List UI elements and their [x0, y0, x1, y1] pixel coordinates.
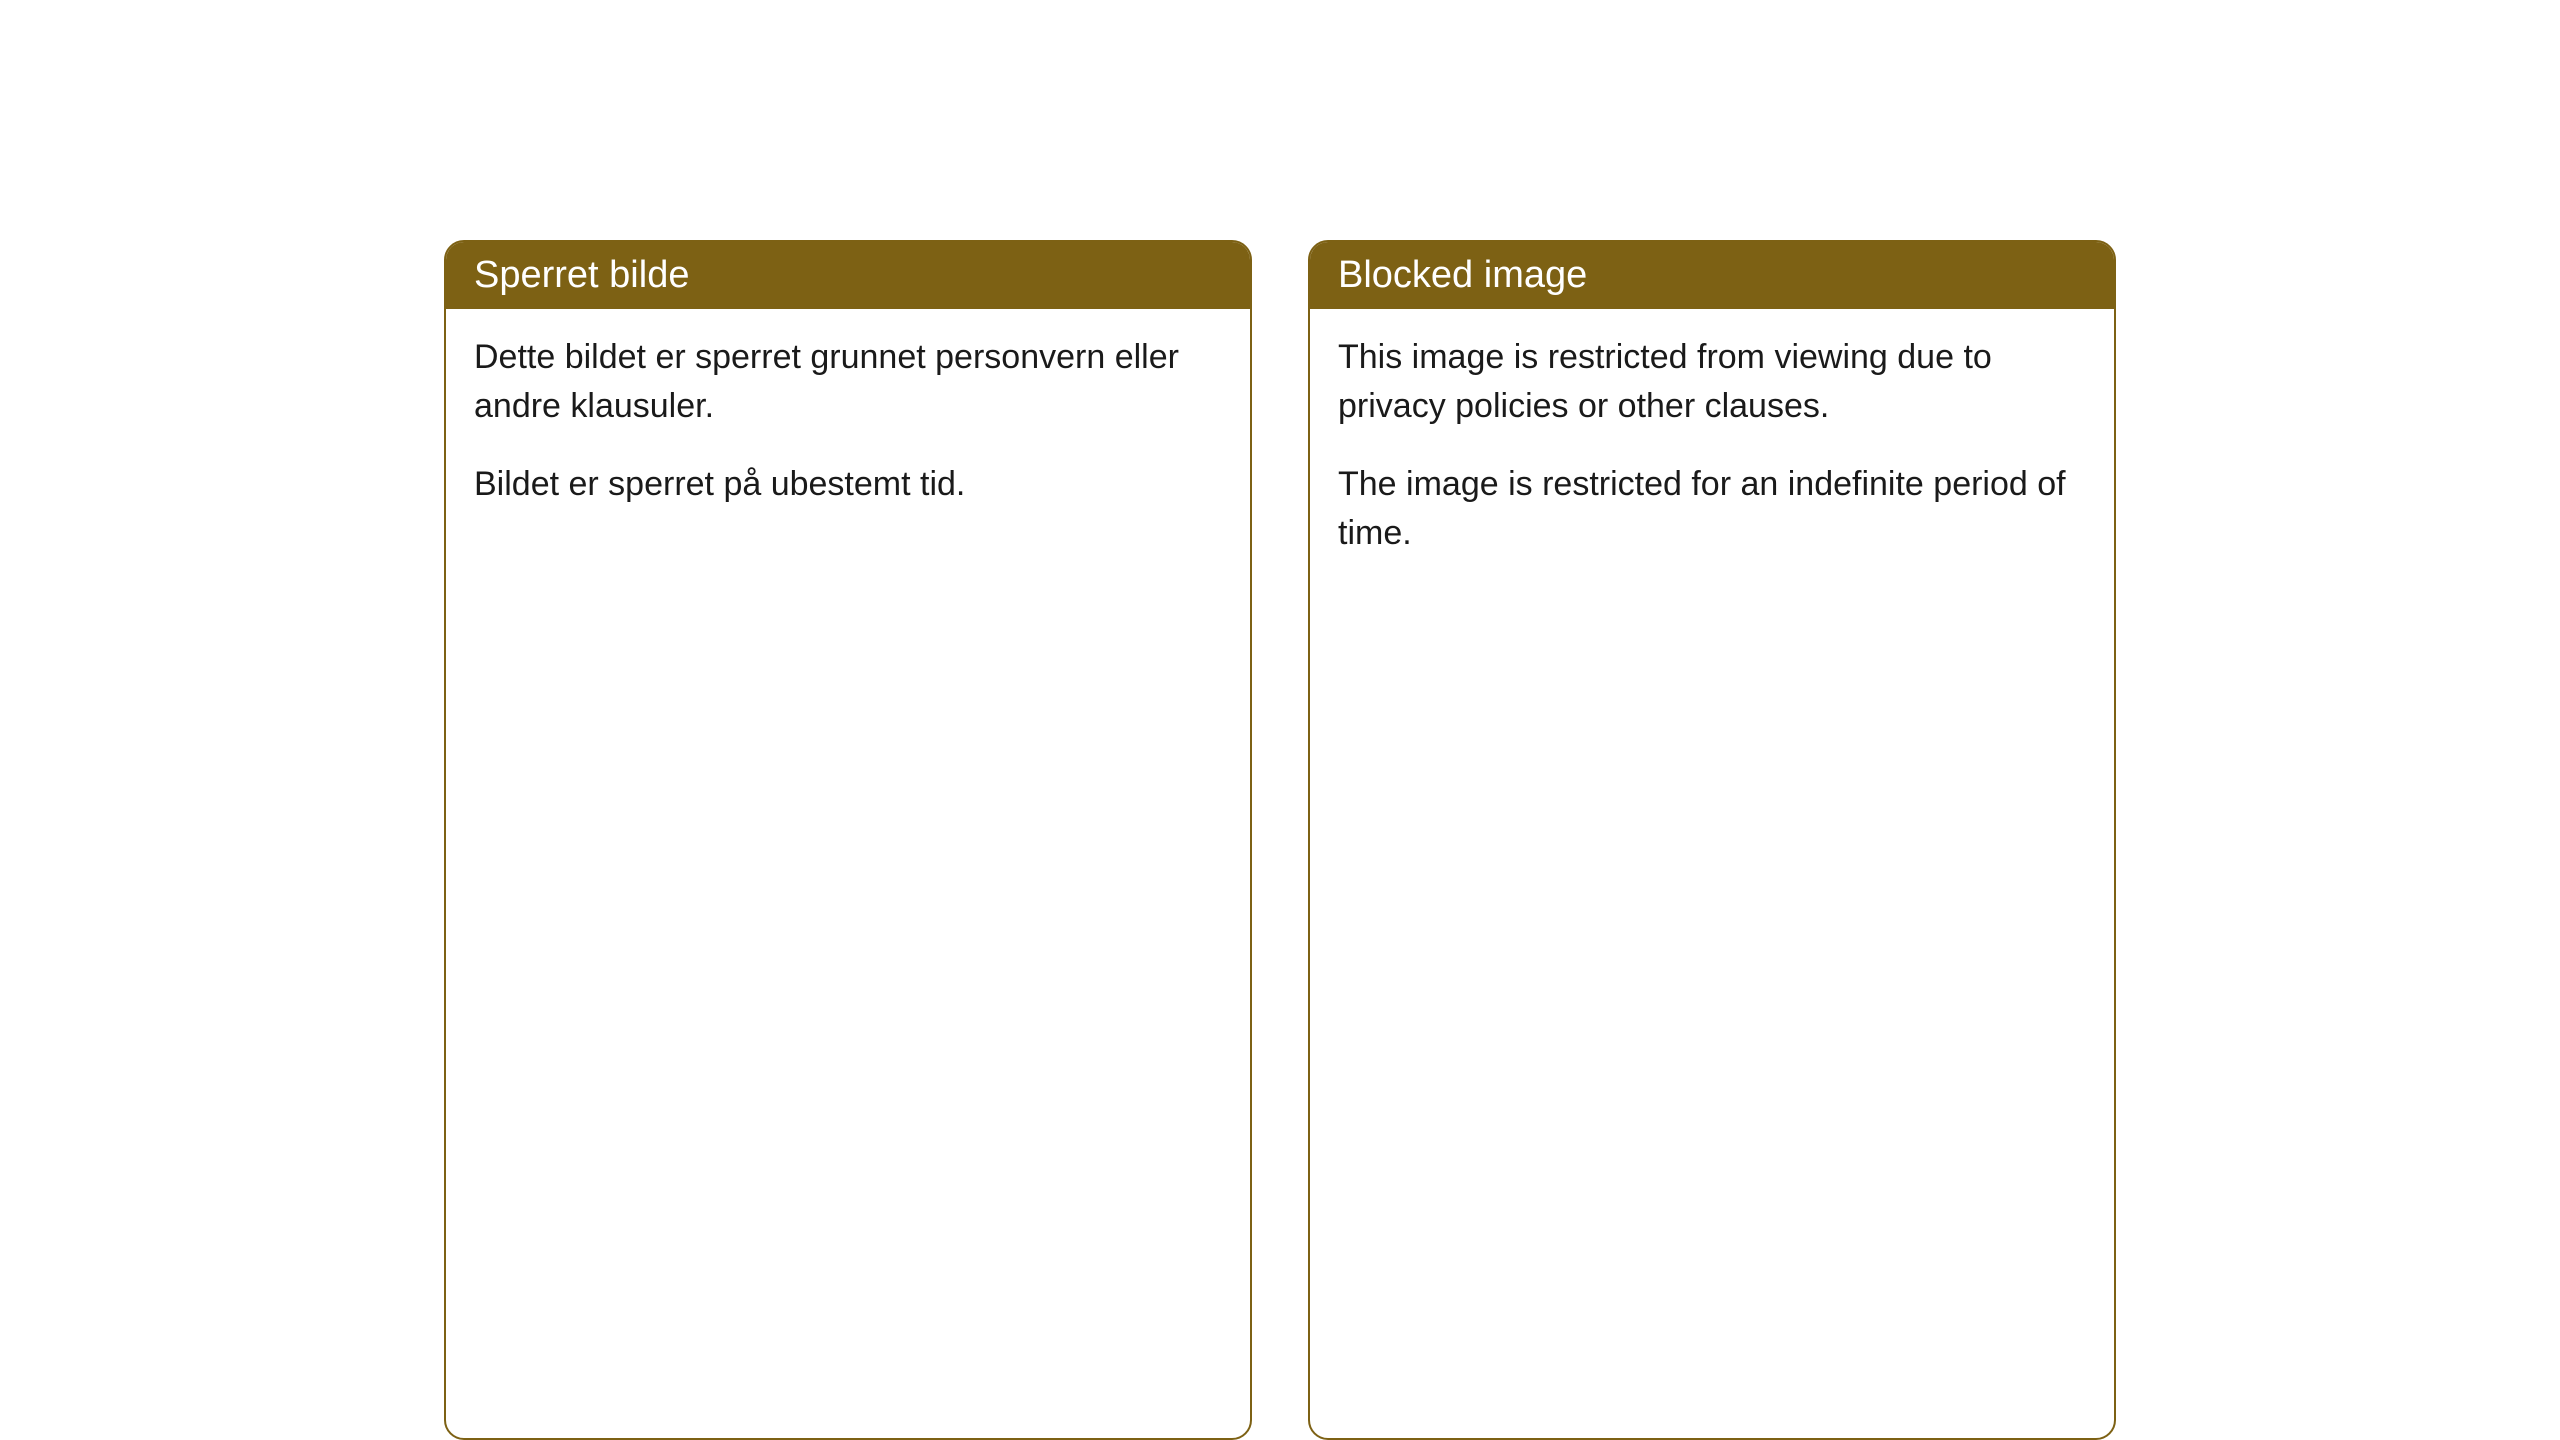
card-header: Sperret bilde	[446, 242, 1250, 309]
notice-paragraph-1: Dette bildet er sperret grunnet personve…	[474, 333, 1222, 432]
card-body: This image is restricted from viewing du…	[1310, 309, 2114, 594]
blocked-image-notice-en: Blocked image This image is restricted f…	[1308, 240, 2116, 1440]
card-header: Blocked image	[1310, 242, 2114, 309]
notice-paragraph-2: Bildet er sperret på ubestemt tid.	[474, 460, 1222, 509]
notice-paragraph-2: The image is restricted for an indefinit…	[1338, 460, 2086, 559]
notice-cards-container: Sperret bilde Dette bildet er sperret gr…	[444, 240, 2116, 1440]
card-title: Blocked image	[1338, 254, 1587, 296]
blocked-image-notice-no: Sperret bilde Dette bildet er sperret gr…	[444, 240, 1252, 1440]
notice-paragraph-1: This image is restricted from viewing du…	[1338, 333, 2086, 432]
card-body: Dette bildet er sperret grunnet personve…	[446, 309, 1250, 545]
card-title: Sperret bilde	[474, 254, 689, 296]
